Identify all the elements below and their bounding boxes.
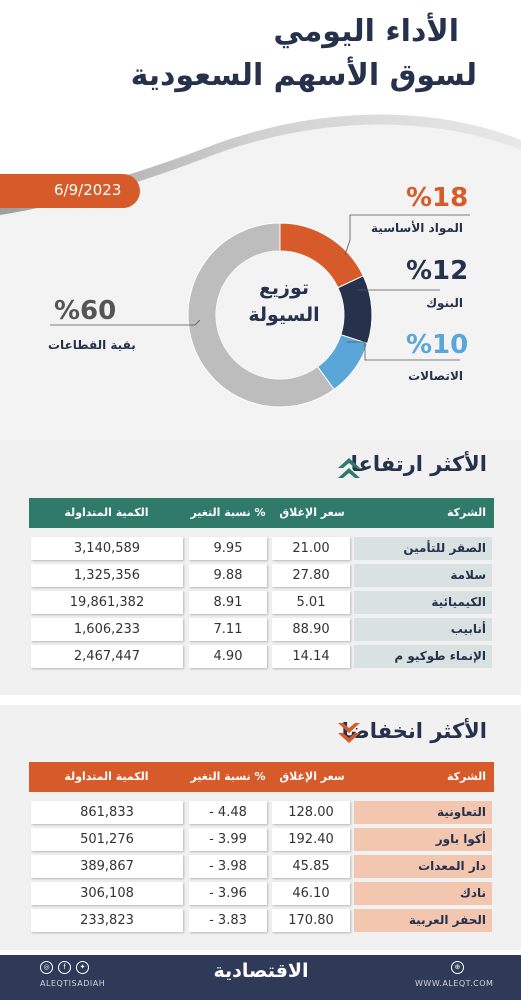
change-cell: - 3.98	[189, 855, 267, 878]
losers-title: الأكثر انخفاضا	[341, 719, 487, 743]
instagram-icon[interactable]: ◎	[40, 961, 53, 974]
footer-website[interactable]: WWW.ALEQT.COM	[415, 979, 494, 988]
losers-col-volume: الكمية المتداولة	[64, 770, 149, 783]
date-text: 6/9/2023	[54, 181, 122, 199]
volume-cell: 501,276	[31, 828, 183, 851]
change-cell: 9.88	[189, 564, 267, 587]
sector-pct-others: %60	[54, 296, 117, 326]
company-cell: الكيميائية	[354, 591, 492, 614]
losers-table-header: الشركة سعر الإغلاق نسبة التغير % الكمية …	[29, 762, 494, 792]
volume-cell: 1,606,233	[31, 618, 183, 641]
change-cell: - 3.96	[189, 882, 267, 905]
company-cell: الإنماء طوكيو م	[354, 645, 492, 668]
volume-cell: 233,823	[31, 909, 183, 932]
gainers-col-company: الشركة	[446, 506, 486, 519]
volume-cell: 19,861,382	[31, 591, 183, 614]
donut-center-line1: توزيع	[258, 277, 310, 299]
company-cell: نادك	[354, 882, 492, 905]
leader-lines	[50, 214, 470, 361]
volume-cell: 389,867	[31, 855, 183, 878]
gainers-col-volume: الكمية المتداولة	[64, 506, 149, 519]
change-cell: 9.95	[189, 537, 267, 560]
close-cell: 45.85	[272, 855, 350, 878]
liquidity-donut-chart	[187, 222, 373, 408]
losers-col-company: الشركة	[446, 770, 486, 783]
down-chevrons-icon	[338, 723, 360, 743]
change-cell: 8.91	[189, 591, 267, 614]
close-cell: 170.80	[272, 909, 350, 932]
change-cell: - 3.83	[189, 909, 267, 932]
change-cell: - 3.99	[189, 828, 267, 851]
page-title-line2: لسوق الأسهم السعودية	[130, 58, 477, 93]
sector-pct-banks: %12	[406, 256, 469, 286]
sector-label-banks: البنوك	[426, 296, 463, 310]
volume-cell: 3,140,589	[31, 537, 183, 560]
losers-col-close: سعر الإغلاق	[279, 770, 345, 783]
donut-hole	[216, 251, 344, 379]
volume-cell: 1,325,356	[31, 564, 183, 587]
volume-cell: 861,833	[31, 801, 183, 824]
gainers-col-change: نسبة التغير %	[190, 506, 266, 519]
sector-pct-materials: %18	[406, 183, 469, 213]
close-cell: 128.00	[272, 801, 350, 824]
gainers-col-close: سعر الإغلاق	[279, 506, 345, 519]
company-cell: الصقر للتأمين	[354, 537, 492, 560]
close-cell: 88.90	[272, 618, 350, 641]
up-chevrons-icon	[338, 458, 360, 478]
gainers-table-header: الشركة سعر الإغلاق نسبة التغير % الكمية …	[29, 498, 494, 528]
twitter-icon[interactable]: ✦	[76, 961, 89, 974]
donut-center-line2: السيولة	[248, 304, 320, 326]
company-cell: أكوا باور	[354, 828, 492, 851]
date-badge	[0, 174, 140, 208]
close-cell: 192.40	[272, 828, 350, 851]
footer-social-handle[interactable]: ALEQTISADIAH	[40, 979, 106, 988]
header-background	[0, 0, 521, 440]
page-title-line1: الأداء اليومي	[273, 14, 459, 49]
company-cell: التعاونية	[354, 801, 492, 824]
donut-center-title: توزيع السيولة	[242, 275, 326, 329]
close-cell: 21.00	[272, 537, 350, 560]
footer-brand-logo: الاقتصادية	[213, 960, 309, 982]
company-cell: دار المعدات	[354, 855, 492, 878]
company-cell: سلامة	[354, 564, 492, 587]
sector-label-materials: المواد الأساسية	[371, 221, 463, 235]
company-cell: أنابيب	[354, 618, 492, 641]
globe-icon: ⊕	[451, 961, 464, 974]
change-cell: 4.90	[189, 645, 267, 668]
sector-label-telecom: الاتصالات	[408, 369, 463, 383]
company-cell: الحفر العربية	[354, 909, 492, 932]
gainers-title: الأكثر ارتفاعا	[350, 452, 487, 476]
change-cell: - 4.48	[189, 801, 267, 824]
close-cell: 14.14	[272, 645, 350, 668]
close-cell: 46.10	[272, 882, 350, 905]
losers-col-change: نسبة التغير %	[190, 770, 266, 783]
facebook-icon[interactable]: f	[58, 961, 71, 974]
volume-cell: 2,467,447	[31, 645, 183, 668]
close-cell: 27.80	[272, 564, 350, 587]
volume-cell: 306,108	[31, 882, 183, 905]
sector-label-others: بقية القطاعات	[48, 338, 136, 352]
change-cell: 7.11	[189, 618, 267, 641]
sector-pct-telecom: %10	[406, 330, 469, 360]
close-cell: 5.01	[272, 591, 350, 614]
